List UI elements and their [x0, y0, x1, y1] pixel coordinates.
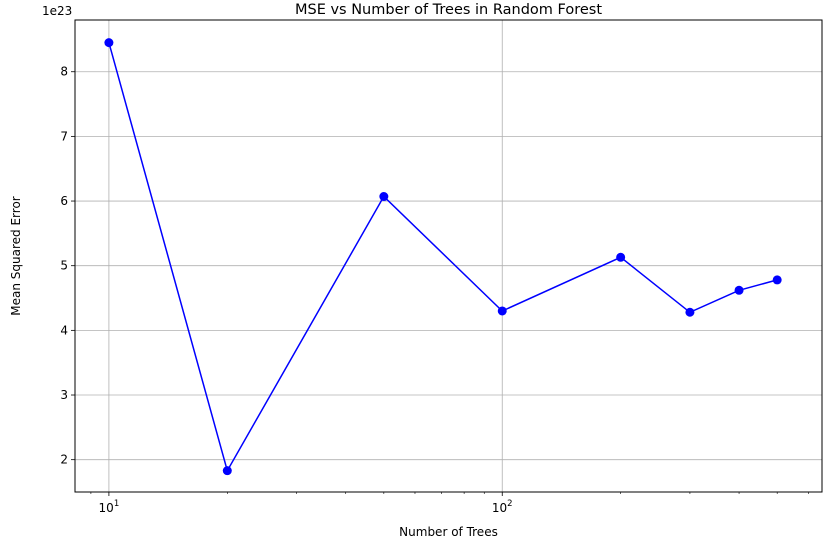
plot-frame — [74, 19, 823, 493]
x-axis-label: Number of Trees — [399, 525, 498, 539]
y-tick-label: 6 — [60, 194, 68, 208]
tick-layer: 2 3 4 5 6 7 8 101 102 — [60, 65, 809, 515]
grid-layer — [75, 20, 822, 492]
y-tick-label: 5 — [60, 259, 68, 273]
data-point — [685, 307, 695, 317]
x-tick-label: 101 — [99, 499, 120, 515]
chart-title: MSE vs Number of Trees in Random Forest — [295, 2, 602, 18]
y-tick-label: 3 — [60, 388, 68, 402]
data-point — [497, 306, 507, 316]
y-tick-label: 4 — [60, 323, 68, 337]
data-point — [379, 192, 389, 202]
data-point — [772, 275, 782, 285]
series-line — [108, 42, 778, 473]
series-layer — [104, 38, 782, 476]
y-tick-label: 8 — [60, 65, 68, 79]
data-point — [616, 252, 626, 262]
x-tick-label: 102 — [492, 499, 513, 515]
data-point — [104, 38, 114, 48]
y-offset-label: 1e23 — [42, 4, 72, 18]
y-axis-label: Mean Squared Error — [9, 196, 23, 316]
data-point — [222, 466, 232, 476]
y-tick-label: 2 — [60, 453, 68, 467]
data-point — [734, 285, 744, 295]
y-tick-label: 7 — [60, 129, 68, 143]
